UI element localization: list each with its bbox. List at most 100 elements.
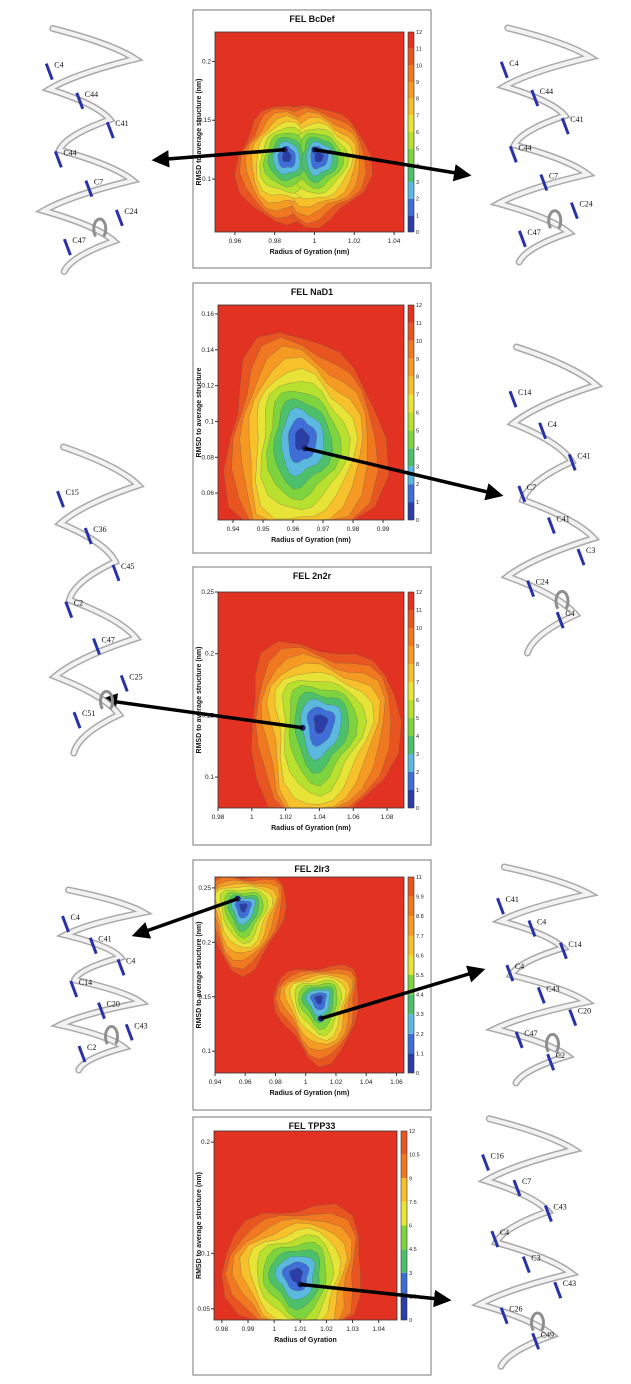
residue-label: C47 bbox=[72, 236, 85, 245]
chart-title: FEL 2lr3 bbox=[294, 864, 329, 874]
x-tick-label: 1 bbox=[250, 814, 254, 821]
colorbar-segment bbox=[408, 718, 414, 736]
y-tick-label: 0.06 bbox=[201, 490, 214, 497]
colorbar-tick-label: 3 bbox=[416, 752, 419, 758]
colorbar-segment bbox=[408, 376, 414, 395]
colorbar-tick-label: 10 bbox=[416, 626, 422, 632]
x-tick-label: 1.06 bbox=[390, 1079, 403, 1086]
x-tick-label: 1.04 bbox=[372, 1326, 385, 1333]
x-tick-label: 1.06 bbox=[347, 814, 360, 821]
colorbar-tick-label: 4.5 bbox=[409, 1247, 417, 1253]
residue-label: C44 bbox=[85, 90, 98, 99]
colorbar-tick-label: 0 bbox=[416, 230, 419, 236]
disulfide-bond bbox=[62, 238, 72, 256]
disulfide-bond bbox=[553, 1281, 563, 1299]
colorbar-tick-label: 6 bbox=[416, 411, 419, 417]
residue-label: C41 bbox=[556, 514, 569, 523]
x-tick-label: 1.04 bbox=[388, 238, 401, 245]
y-tick-label: 0.05 bbox=[197, 1306, 210, 1313]
residue-label: C3 bbox=[586, 546, 595, 555]
colorbar-tick-label: 6 bbox=[416, 698, 419, 704]
colorbar-segment bbox=[408, 935, 414, 956]
contour-level bbox=[282, 150, 292, 163]
x-tick-label: 1.02 bbox=[279, 814, 292, 821]
disulfide-bond bbox=[56, 490, 65, 508]
y-tick-label: 0.15 bbox=[198, 117, 211, 124]
residue-label: C51 bbox=[82, 709, 95, 718]
colorbar-segment bbox=[408, 790, 414, 808]
disulfide-bond bbox=[530, 89, 540, 107]
residue-label: C3 bbox=[531, 1254, 540, 1263]
residue-label: C14 bbox=[79, 978, 92, 987]
x-tick-label: 0.97 bbox=[317, 526, 330, 533]
x-tick-label: 1.02 bbox=[348, 238, 361, 245]
disulfide-bond bbox=[538, 422, 548, 440]
colorbar-tick-label: 0 bbox=[416, 1071, 419, 1077]
disulfide-bond bbox=[517, 230, 527, 248]
y-axis-label: RMSD to average structure (nm) bbox=[196, 647, 203, 754]
disulfide-bond bbox=[72, 711, 82, 729]
disulfide-bond bbox=[77, 1045, 87, 1063]
disulfide-bond bbox=[526, 580, 536, 598]
y-tick-label: 0.1 bbox=[205, 418, 214, 425]
contour-level bbox=[314, 150, 325, 163]
colorbar-segment bbox=[408, 994, 414, 1015]
residue-label: C20 bbox=[578, 1007, 591, 1016]
disulfide-bond bbox=[114, 209, 124, 227]
disulfide-bond bbox=[53, 150, 63, 168]
residue-label: C4 bbox=[565, 609, 574, 618]
disulfide-bond bbox=[499, 1307, 509, 1325]
protein-structure-6: C41 C4 C14 C4 C43 C20 C47 C2 bbox=[484, 863, 600, 1087]
fel-panel-1: FEL BcDef 0.96 0.98 1 1.02 1.04 0.1 0.15 0.2 Radi… bbox=[151, 9, 472, 269]
colorbar-tick-label: 6 bbox=[416, 130, 419, 136]
colorbar-segment bbox=[408, 340, 414, 359]
disulfide-bond bbox=[514, 1031, 524, 1049]
x-axis-label: Radius of Gyration bbox=[274, 1337, 337, 1344]
residue-label: C44 bbox=[540, 87, 553, 96]
chart-title: FEL 2n2r bbox=[293, 571, 332, 581]
disulfide-bond bbox=[539, 173, 549, 191]
colorbar-segment bbox=[408, 198, 414, 216]
x-tick-label: 0.94 bbox=[209, 1079, 222, 1086]
residue-label: C49 bbox=[541, 1330, 554, 1339]
x-tick-label: 1 bbox=[272, 1326, 276, 1333]
colorbar-tick-label: 4.4 bbox=[416, 993, 424, 999]
residue-label: C36 bbox=[93, 525, 106, 534]
x-tick-label: 1 bbox=[304, 1079, 308, 1086]
plot-border bbox=[214, 876, 405, 1074]
residue-label: C2 bbox=[556, 1051, 565, 1060]
colorbar-tick-label: 9.9 bbox=[416, 895, 424, 901]
disulfide-bond bbox=[505, 964, 515, 982]
chart-title: FEL BcDef bbox=[289, 14, 335, 24]
colorbar-tick-label: 1 bbox=[416, 213, 419, 219]
colorbar-segment bbox=[408, 394, 414, 413]
colorbar-tick-label: 3.3 bbox=[416, 1012, 424, 1018]
disulfide-bond bbox=[111, 564, 121, 582]
x-tick-label: 1.04 bbox=[313, 814, 326, 821]
disulfide-bond bbox=[576, 548, 586, 566]
colorbar-segment bbox=[408, 82, 414, 99]
disulfide-bond bbox=[531, 1332, 541, 1350]
colorbar-segment bbox=[408, 682, 414, 700]
residue-label: C14 bbox=[518, 388, 531, 397]
disulfide-bond bbox=[116, 958, 126, 976]
colorbar-segment bbox=[408, 1014, 414, 1034]
plot-border bbox=[217, 304, 405, 521]
residue-label: C24 bbox=[579, 200, 592, 209]
colorbar-tick-label: 9 bbox=[416, 357, 419, 363]
structure-arrow bbox=[99, 693, 303, 730]
colorbar-tick-label: 10 bbox=[416, 63, 422, 69]
y-tick-label: 0.25 bbox=[201, 589, 214, 596]
disulfide-bond bbox=[499, 61, 509, 79]
y-tick-label: 0.2 bbox=[202, 939, 211, 946]
colorbar-tick-label: 2.2 bbox=[416, 1032, 424, 1038]
colorbar-segment bbox=[408, 412, 414, 431]
colorbar-tick-label: 9 bbox=[416, 644, 419, 650]
ribbon-body bbox=[54, 888, 150, 1072]
colorbar-segment bbox=[408, 502, 414, 520]
disulfide-bond bbox=[568, 1009, 578, 1027]
fel-panel-3: FEL 2n2r0.9811.021.041.061.080.10.150.20… bbox=[99, 566, 432, 846]
residue-label: C4 bbox=[126, 956, 135, 965]
helix bbox=[530, 1311, 545, 1332]
